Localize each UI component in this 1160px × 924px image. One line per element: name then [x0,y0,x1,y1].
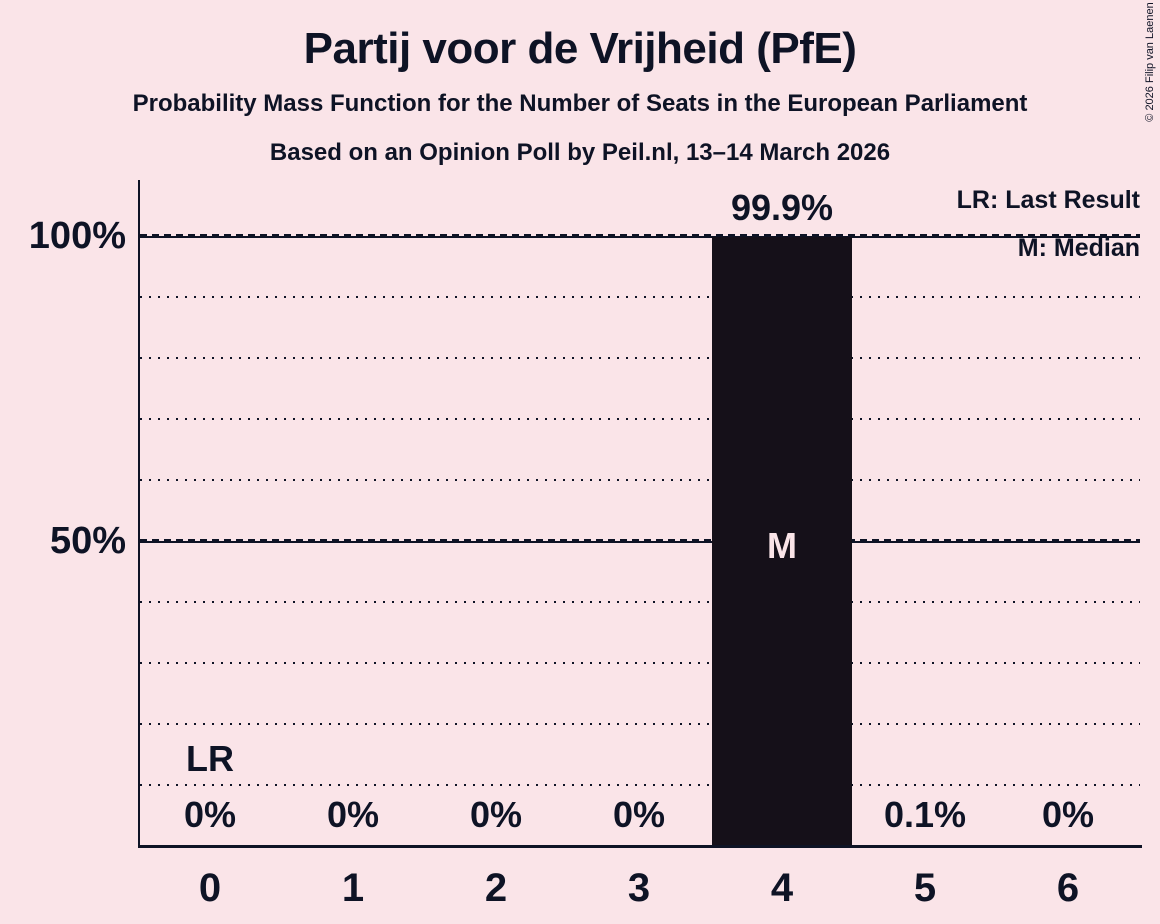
gridline-30pct [140,662,1140,664]
value-label-seat-6: 0% [1041,794,1095,835]
value-label-seat-2: 0% [469,794,523,835]
gridline-60pct [140,479,1140,481]
last-result-marker: LR [186,738,234,779]
value-label-seat-5: 0.1% [883,794,967,835]
x-tick-seat-0: 0 [198,866,222,910]
gridline-40pct [140,601,1140,603]
x-tick-seat-6: 6 [1056,866,1080,910]
median-marker: M [767,525,797,566]
gridline-100pct [140,234,1140,238]
y-tick-50: 50% [49,520,126,562]
copyright-notice: © 2026 Filip van Laenen [1144,2,1156,122]
gridline-80pct [140,357,1140,359]
gridline-90pct [140,296,1140,298]
x-tick-seat-3: 3 [627,866,651,910]
x-tick-seat-2: 2 [484,866,508,910]
legend-median: M: Median [1017,234,1140,262]
x-tick-seat-5: 5 [913,866,937,910]
x-axis-line [138,845,1142,848]
chart-poll-line: Based on an Opinion Poll by Peil.nl, 13–… [269,139,891,166]
y-tick-100: 100% [28,215,126,257]
legend-last-result: LR: Last Result [956,186,1140,214]
gridline-70pct [140,418,1140,420]
gridline-10pct [140,784,1140,786]
x-tick-seat-1: 1 [341,866,365,910]
bar-seat-4 [712,237,852,845]
chart-subtitle: Probability Mass Function for the Number… [132,90,1028,117]
gridline-50pct [140,539,1140,543]
x-tick-seat-4: 4 [770,866,794,910]
value-label-seat-1: 0% [326,794,380,835]
value-label-seat-0: 0% [183,794,237,835]
value-label-seat-3: 0% [612,794,666,835]
chart-title: Partij voor de Vrijheid (PfE) [303,24,857,73]
gridline-20pct [140,723,1140,725]
y-axis-line [138,180,140,847]
value-label-seat-4: 99.9% [730,187,834,228]
